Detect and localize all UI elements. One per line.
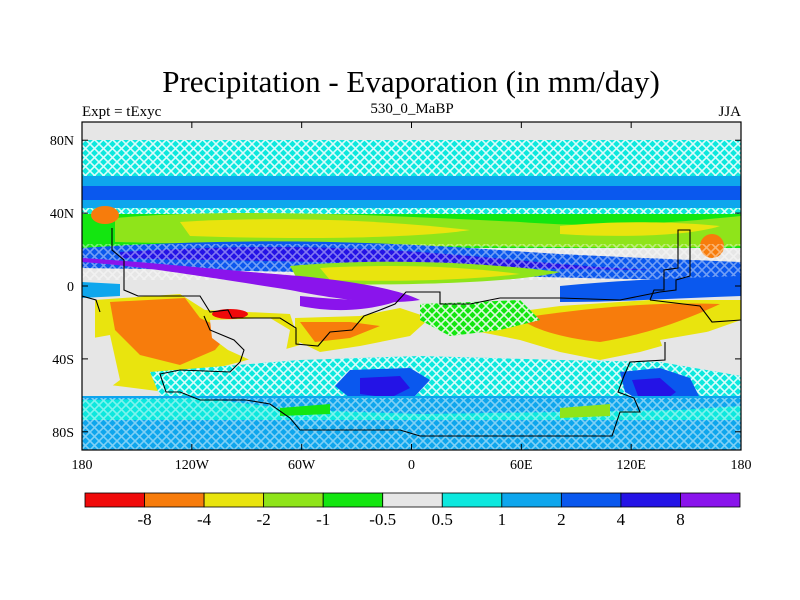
colorbar-label: 0.5: [432, 510, 453, 529]
map-field: [82, 122, 741, 450]
colorbar-label: -0.5: [369, 510, 396, 529]
experiment-label: Expt = tExyc: [82, 104, 162, 120]
colorbar-swatch: [382, 492, 443, 508]
colorbar-label: -1: [316, 510, 330, 529]
x-tick-label: 0: [408, 458, 415, 473]
colorbar-label: -2: [257, 510, 271, 529]
colorbar-label: 4: [617, 510, 626, 529]
colorbar-label: 8: [676, 510, 685, 529]
chart-title: Precipitation - Evaporation (in mm/day): [162, 64, 660, 99]
season-label: JJA: [718, 104, 741, 120]
colorbar-swatch: [144, 492, 205, 508]
x-tick-label: 180: [731, 458, 752, 473]
y-tick-label: 80S: [52, 426, 74, 441]
colorbar-label: -4: [197, 510, 212, 529]
colorbar-label: 1: [498, 510, 507, 529]
x-tick-label: 120E: [616, 458, 646, 473]
y-tick-label: 0: [67, 280, 74, 295]
colorbar-swatch: [620, 492, 681, 508]
colorbar-swatch: [501, 492, 562, 508]
colorbar-swatch: [560, 492, 622, 508]
colorbar-swatch: [441, 492, 503, 508]
colorbar-swatch: [680, 492, 741, 508]
colorbar-swatch: [84, 492, 145, 508]
colorbar: -8 -4 -2 -1 -0.5 0.5 1 2 4 8: [84, 492, 741, 529]
x-axis: 180 120W 60W 0 60E 120E 180: [72, 122, 752, 473]
y-tick-label: 40S: [52, 353, 74, 368]
colorbar-swatch: [203, 492, 265, 508]
colorbar-swatch: [322, 492, 384, 508]
colorbar-label: -8: [137, 510, 151, 529]
colorbar-swatch: [263, 492, 324, 508]
x-tick-label: 60E: [510, 458, 533, 473]
x-tick-label: 60W: [288, 458, 316, 473]
y-axis: 80N 40N 0 40S 80S: [50, 134, 741, 441]
y-tick-label: 40N: [50, 207, 74, 222]
colorbar-label: 2: [557, 510, 566, 529]
y-tick-label: 80N: [50, 134, 74, 149]
x-tick-label: 120W: [175, 458, 210, 473]
x-tick-label: 180: [72, 458, 93, 473]
period-label: 530_0_MaBP: [370, 101, 453, 117]
